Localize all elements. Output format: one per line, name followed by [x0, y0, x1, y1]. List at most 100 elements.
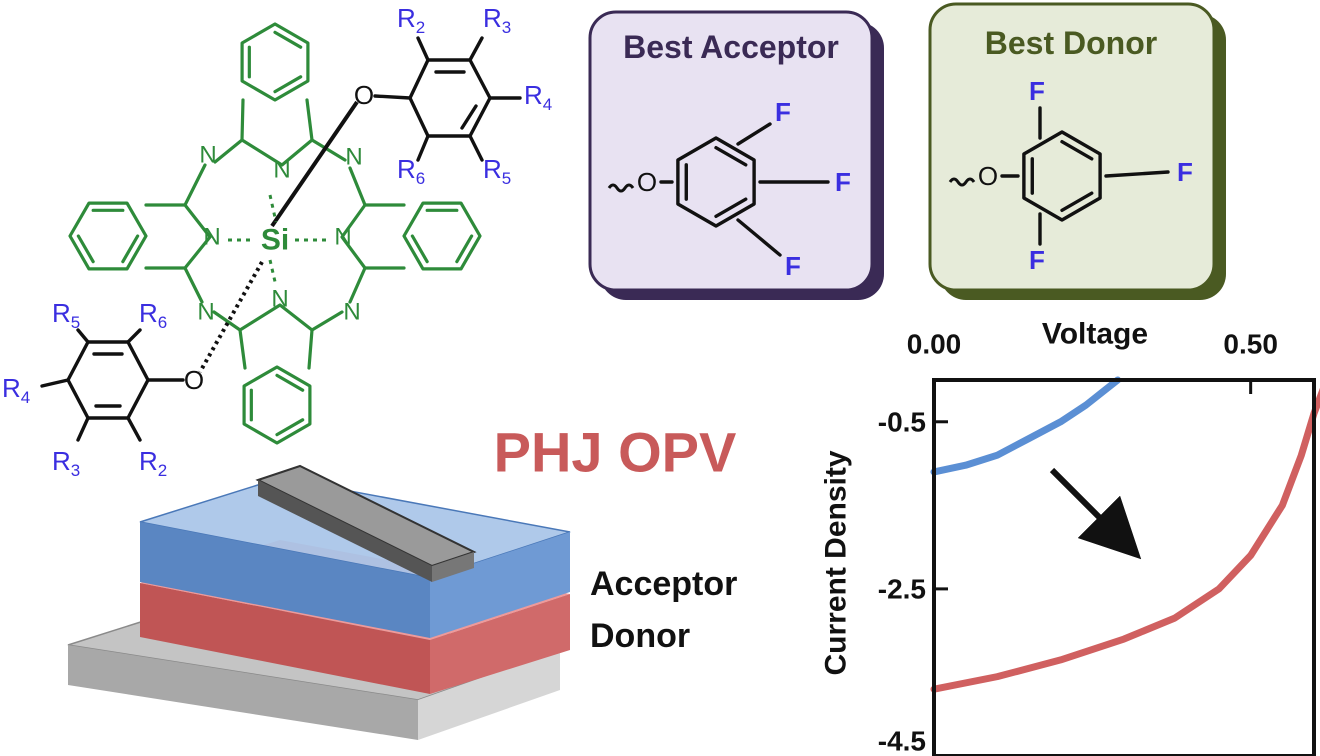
- bond: [273, 30, 303, 49]
- bond: [183, 266, 204, 304]
- electrode-side: [432, 552, 474, 582]
- donor-layer-label: Donor: [590, 617, 690, 655]
- bond: [275, 373, 305, 392]
- bond: [310, 138, 347, 162]
- double-bond: [1060, 191, 1094, 213]
- bond: [213, 138, 244, 164]
- bond: [275, 418, 305, 437]
- acceptor-box-panel: [588, 10, 874, 292]
- bond: [455, 234, 474, 264]
- jv-curve-chart: Voltage Current Density 0.00 0.50 -0.5 -2.5…: [820, 318, 1320, 756]
- bond: [68, 201, 148, 271]
- nitrogen-label: N: [199, 142, 216, 169]
- double-bond: [714, 145, 748, 167]
- bond: [121, 234, 140, 264]
- donor-box-title: Best Donor: [985, 25, 1157, 61]
- bond: [410, 234, 429, 264]
- trifluorophenoxy-structure: [607, 122, 830, 257]
- substrate-side: [418, 650, 560, 740]
- bond: [340, 203, 406, 270]
- bond: [40, 378, 70, 388]
- acceptor-layer-side: [430, 532, 570, 638]
- chart-xlabel: Voltage: [1042, 318, 1148, 351]
- molecule-bonds: [40, 22, 522, 445]
- bond: [183, 163, 207, 207]
- wavy-bond: [948, 177, 976, 187]
- nitrogen-label: N: [343, 299, 360, 326]
- bond: [212, 310, 242, 332]
- axial-bond-top: [270, 100, 359, 228]
- y-tick-label: -0.5: [878, 406, 926, 437]
- trifluorophenoxy-structure: [948, 106, 1170, 246]
- chart-ticks: 0.00 0.50 -0.5 -2.5 -4.5: [878, 329, 1278, 756]
- r-group-label: R6: [397, 154, 425, 188]
- acceptor-oxygen-label: O: [637, 167, 657, 197]
- double-bond: [714, 197, 748, 219]
- bond: [240, 22, 310, 102]
- chart-series-group: [930, 376, 1320, 693]
- bond: [76, 328, 90, 344]
- chart-ylabel: Current Density: [820, 450, 853, 675]
- bond: [373, 94, 412, 100]
- acceptor-layer-label: Acceptor: [590, 565, 737, 603]
- donor-layer-front: [140, 583, 430, 694]
- fluorine-bond: [736, 218, 782, 257]
- acceptor-fluorine-label: F: [785, 251, 801, 281]
- donor-fluorine-label: F: [1029, 76, 1045, 106]
- bond: [242, 365, 312, 445]
- trend-arrow: [1049, 467, 1142, 560]
- bond: [310, 310, 344, 332]
- oxygen-label: O: [184, 365, 204, 395]
- acceptor-fluorine-label: F: [775, 97, 791, 127]
- bond: [416, 36, 430, 62]
- jv-curve-red: [930, 387, 1320, 693]
- phj-opv-device: PHJ OPV Acceptor Donor: [67, 421, 737, 740]
- bond: [460, 104, 478, 130]
- r-group-label: R3: [483, 3, 511, 37]
- chart-frame: [932, 378, 1316, 756]
- bond: [144, 203, 212, 270]
- r-group-label: R3: [52, 446, 80, 480]
- donor-oxygen-label: O: [978, 161, 998, 191]
- best-donor-box: Best Donor O F F F: [928, 2, 1226, 300]
- bond: [348, 266, 367, 304]
- jv-curve-blue: [930, 376, 1122, 476]
- electrode-front: [258, 480, 432, 582]
- donor-fluorine-label: F: [1029, 245, 1045, 275]
- bond: [468, 36, 484, 62]
- nitrogen-label: N: [271, 286, 288, 313]
- nitrogen-label: N: [345, 144, 362, 171]
- silicon-atom-label: Si: [261, 224, 289, 257]
- acceptor-fluorine-label: F: [835, 167, 851, 197]
- fluorine-bond: [1104, 170, 1170, 178]
- bond: [76, 416, 90, 442]
- axial-bond-bottom: [198, 261, 264, 373]
- r-group-label: R4: [524, 80, 552, 114]
- r-group-label: R5: [52, 298, 80, 332]
- acceptor-layer-front: [140, 522, 430, 638]
- x-tick-label: 0.00: [907, 329, 962, 360]
- best-acceptor-box: Best Acceptor O F F F: [588, 10, 884, 300]
- nitrogen-label: N: [197, 299, 214, 326]
- nitrogen-label: N: [203, 224, 220, 251]
- silicon-phthalocyanine-molecule: Si N N N N N N N N O O R2 R3 R4 R5 R6 R5…: [2, 3, 552, 480]
- oxygen-label: O: [354, 80, 374, 110]
- bond: [273, 75, 303, 94]
- r-group-label: R4: [2, 373, 30, 407]
- bond: [126, 328, 142, 344]
- r-group-label: R2: [397, 3, 425, 37]
- coord-bond-bottom: [268, 259, 278, 287]
- acceptor-box-title: Best Acceptor: [623, 29, 839, 65]
- nitrogen-label: N: [334, 224, 351, 251]
- device-title: PHJ OPV: [494, 421, 737, 484]
- bond: [348, 166, 367, 207]
- x-tick-label: 0.50: [1223, 329, 1278, 360]
- substrate-front: [68, 645, 418, 740]
- r-group-label: R6: [139, 298, 167, 332]
- bond: [126, 416, 142, 442]
- double-bond: [1060, 139, 1094, 161]
- y-tick-label: -2.5: [878, 573, 926, 604]
- bond: [402, 201, 482, 271]
- bond: [468, 134, 484, 162]
